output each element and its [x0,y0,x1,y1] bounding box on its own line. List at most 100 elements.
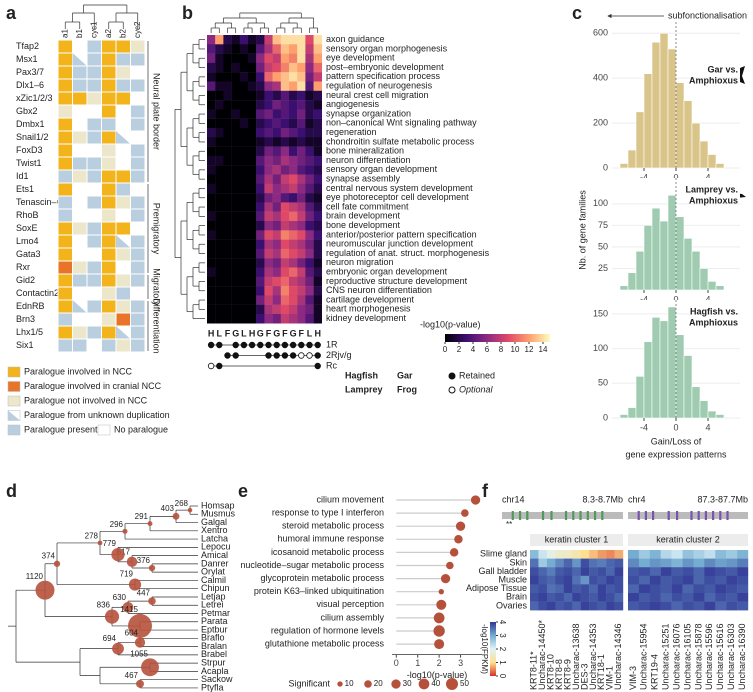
cell [72,273,88,288]
cell [280,62,290,73]
gene [511,511,514,520]
term-label: embryonic organ development [326,267,448,277]
cell [313,137,322,147]
cell [72,260,88,275]
cell [264,72,273,82]
term-label: chondroitin sulfate metabolic process [326,136,475,146]
term-label: synapse assembly [326,174,401,184]
row-label: Skin [509,557,527,567]
cell [239,267,249,277]
cell [297,81,306,91]
cell [215,295,224,305]
cell [264,304,273,315]
cell [207,72,216,82]
cell [614,567,624,576]
cell [86,260,102,275]
bar [619,414,629,419]
cell [272,109,281,119]
cell [693,558,705,568]
row-label: Snail1/2 [16,132,49,142]
cell [239,109,249,119]
column-label: Uncharac-16105 [682,623,692,690]
dot [470,495,481,505]
bar [715,163,725,169]
cell [223,128,232,138]
cell [297,53,306,64]
cell [638,575,651,585]
cell [248,239,257,250]
row-label: Gbx2 [16,106,38,116]
cell [555,601,565,611]
cell [660,567,672,576]
x-tick-label: 1 [415,658,420,668]
leaf-label: Danrer [201,558,229,568]
term-label: pattern specification process [326,71,441,81]
cell [530,601,539,611]
row-label: Tenascin–C [16,197,64,207]
cell [597,550,607,559]
cell [538,550,548,559]
cell [256,193,265,203]
cell [614,593,624,602]
gene [593,511,597,520]
cell [280,314,290,324]
cell [130,182,146,197]
leaf-label: Orylat [201,567,226,577]
cell [207,230,216,240]
column-label: b2 [118,29,127,38]
cell [715,575,727,585]
cell [272,118,281,129]
cell [248,276,257,287]
cell [248,258,257,268]
cell [57,195,73,210]
species-label: Gar [397,370,413,380]
cell [223,81,232,91]
cell [72,78,88,93]
cell [101,208,117,223]
row-label: Tfap2 [16,41,39,51]
node-label: 1120 [26,572,44,581]
bar [707,410,717,419]
cell [256,128,265,138]
cell [130,52,146,67]
cell [57,247,73,262]
cell [115,208,131,223]
column-label: L [241,328,247,338]
cell [57,117,73,132]
cell [313,118,322,129]
cell [572,575,581,585]
cell [580,601,590,611]
colorbar-tick-label: 12 [525,345,534,354]
cell [57,143,73,158]
cell [272,248,281,259]
cell [72,169,88,184]
node-bubble [97,540,103,546]
cell [289,146,298,157]
cell [272,165,281,175]
cell [223,193,232,203]
cell [280,90,290,101]
column-label: Uncharac-16390 [737,623,747,690]
cell [239,221,249,231]
cell [614,584,624,594]
group-label: Migratory [152,268,162,306]
cell [313,239,322,250]
bar [715,414,725,419]
dot [461,509,469,517]
colorbar-tick-label: 10 [511,345,520,354]
cell [86,234,102,249]
cell [215,193,224,203]
cell-triangle [72,300,87,313]
cell [115,143,131,158]
term-label: cell fate commitment [326,201,409,211]
cell [628,567,640,576]
retention-dot [306,341,313,349]
cell [280,295,290,305]
column-label: KRT19-4 [650,654,660,690]
cell [305,286,314,296]
node-label: 836 [97,601,111,610]
row-label: Twist1 [16,158,42,168]
cell [726,593,738,602]
cell [215,53,224,64]
chromosome-label: chr4 [628,494,646,504]
